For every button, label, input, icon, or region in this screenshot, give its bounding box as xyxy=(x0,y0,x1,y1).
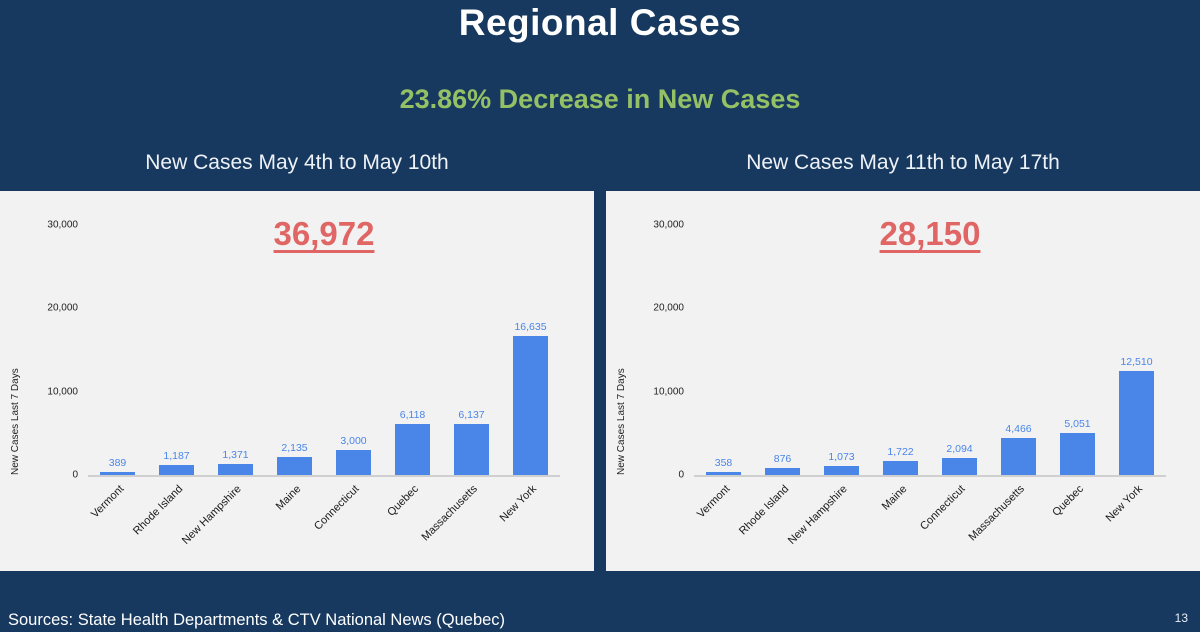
x-category-label: Maine xyxy=(879,483,909,513)
bar-column: 6,118 xyxy=(383,225,442,475)
bar-value-label: 1,722 xyxy=(887,445,914,458)
bar-value-label: 1,187 xyxy=(163,450,190,463)
x-category-label: Vermont xyxy=(88,483,126,521)
bar xyxy=(705,472,742,475)
x-category-label: Quebec xyxy=(1050,483,1086,519)
bar-value-label: 876 xyxy=(773,452,792,465)
y-tick-label: 0 xyxy=(72,469,78,481)
x-category-label: Maine xyxy=(273,483,303,513)
chart-card-may4-10: 36,972 New Cases Last 7 Days 0 10,000 20,0… xyxy=(0,191,594,571)
plot-area: 0 10,000 20,000 30,000 389 1,187 1,371 2,135 3,0… xyxy=(47,220,560,547)
total-cases-may4-10: 36,972 xyxy=(273,215,375,252)
y-tick-label: 10,000 xyxy=(47,386,78,398)
chart-card-may11-17: 28,150 New Cases Last 7 Days 0 10,000 20,0… xyxy=(606,191,1200,571)
bar xyxy=(99,471,136,475)
x-axis-labels: Vermont Rhode Island New Hampshire Maine Con… xyxy=(88,475,560,567)
page-number: 13 xyxy=(1174,611,1188,625)
x-label-cell: Quebec xyxy=(1048,475,1107,567)
slide-footer: Sources: State Health Departments & CTV … xyxy=(8,611,1188,630)
bar-value-label: 3,000 xyxy=(340,435,367,447)
bar xyxy=(1059,432,1096,475)
bars-group: 389 1,187 1,371 2,135 3,000 6,118 6,137 16,635 xyxy=(88,225,560,475)
bar-value-label: 2,094 xyxy=(946,442,973,455)
page-title: Regional Cases xyxy=(458,2,742,43)
y-tick-label: 20,000 xyxy=(653,302,684,314)
charts-row: New Cases May 4th to May 10th 36,972 New… xyxy=(0,151,1200,571)
sources-text: Sources: State Health Departments & CTV … xyxy=(8,611,506,629)
x-category-label: Quebec xyxy=(385,483,421,519)
chart-title-may4-10: New Cases May 4th to May 10th xyxy=(145,151,449,174)
bar-value-label: 389 xyxy=(108,456,127,469)
bar xyxy=(158,465,195,475)
bar-value-label: 6,118 xyxy=(399,409,426,422)
chart-section-may11-17: New Cases May 11th to May 17th 28,150 Ne… xyxy=(606,151,1200,571)
bar-column: 5,051 xyxy=(1048,225,1107,475)
bar-column: 2,094 xyxy=(930,225,989,475)
y-axis-title: New Cases Last 7 Days xyxy=(616,368,627,475)
bar-column: 1,187 xyxy=(147,225,206,475)
page-subtitle: 23.86% Decrease in New Cases xyxy=(399,84,801,114)
bar xyxy=(882,460,919,475)
bar xyxy=(512,336,549,475)
chart-title-may11-17: New Cases May 11th to May 17th xyxy=(746,151,1060,174)
bar-column: 12,510 xyxy=(1107,225,1166,475)
bar-column: 1,722 xyxy=(871,225,930,475)
bar-value-label: 16,635 xyxy=(514,321,547,334)
x-category-label: New York xyxy=(1103,483,1145,525)
total-cases-may11-17: 28,150 xyxy=(879,215,981,252)
bar xyxy=(823,466,860,475)
x-label-cell: Massachusetts xyxy=(420,475,501,567)
x-label-cell: Connecticut xyxy=(312,475,383,567)
bar-value-label: 6,137 xyxy=(458,408,485,421)
bar-value-label: 358 xyxy=(714,457,733,470)
bar-column: 358 xyxy=(694,225,753,475)
bar xyxy=(941,457,978,475)
bar-column: 1,073 xyxy=(812,225,871,475)
bar xyxy=(335,450,372,475)
bar-column: 3,000 xyxy=(324,225,383,475)
bar xyxy=(1000,437,1037,475)
x-label-cell: New York xyxy=(497,475,560,567)
bar-value-label: 1,371 xyxy=(222,448,249,461)
y-axis-title: New Cases Last 7 Days xyxy=(10,368,21,475)
y-tick-label: 30,000 xyxy=(47,219,78,231)
bar xyxy=(276,457,313,475)
bar-value-label: 12,510 xyxy=(1120,355,1153,368)
y-tick-label: 0 xyxy=(678,469,684,481)
y-tick-label: 30,000 xyxy=(653,219,684,231)
bar xyxy=(217,463,254,475)
bar-column: 389 xyxy=(88,225,147,475)
y-tick-label: 20,000 xyxy=(47,302,78,314)
bar-column: 6,137 xyxy=(442,225,501,475)
x-label-cell: New Hampshire xyxy=(786,475,871,567)
bar xyxy=(764,467,801,475)
bars-group: 358 876 1,073 1,722 2,094 4,466 5,051 12,510 xyxy=(694,225,1166,475)
bar-column: 1,371 xyxy=(206,225,265,475)
bar-value-label: 1,073 xyxy=(828,451,855,464)
x-axis-labels: Vermont Rhode Island New Hampshire Maine Con… xyxy=(694,475,1166,567)
x-category-label: Vermont xyxy=(694,483,732,521)
chart-section-may4-10: New Cases May 4th to May 10th 36,972 New… xyxy=(0,151,594,571)
bar-column: 876 xyxy=(753,225,812,475)
bar xyxy=(394,424,431,475)
bar-column: 16,635 xyxy=(501,225,560,475)
x-label-cell: New Hampshire xyxy=(180,475,265,567)
x-label-cell: New York xyxy=(1103,475,1166,567)
bar-value-label: 4,466 xyxy=(1005,422,1032,435)
bar-value-label: 2,135 xyxy=(281,442,308,455)
bar-column: 4,466 xyxy=(989,225,1048,475)
y-tick-label: 10,000 xyxy=(653,386,684,398)
x-category-label: New York xyxy=(497,483,539,525)
bar-column: 2,135 xyxy=(265,225,324,475)
bar-value-label: 5,051 xyxy=(1064,417,1091,430)
plot-area: 0 10,000 20,000 30,000 358 876 1,073 1,722 2,094… xyxy=(653,220,1166,547)
x-label-cell: Massachusetts xyxy=(967,475,1048,567)
bar xyxy=(1118,370,1155,475)
bar xyxy=(453,423,490,475)
